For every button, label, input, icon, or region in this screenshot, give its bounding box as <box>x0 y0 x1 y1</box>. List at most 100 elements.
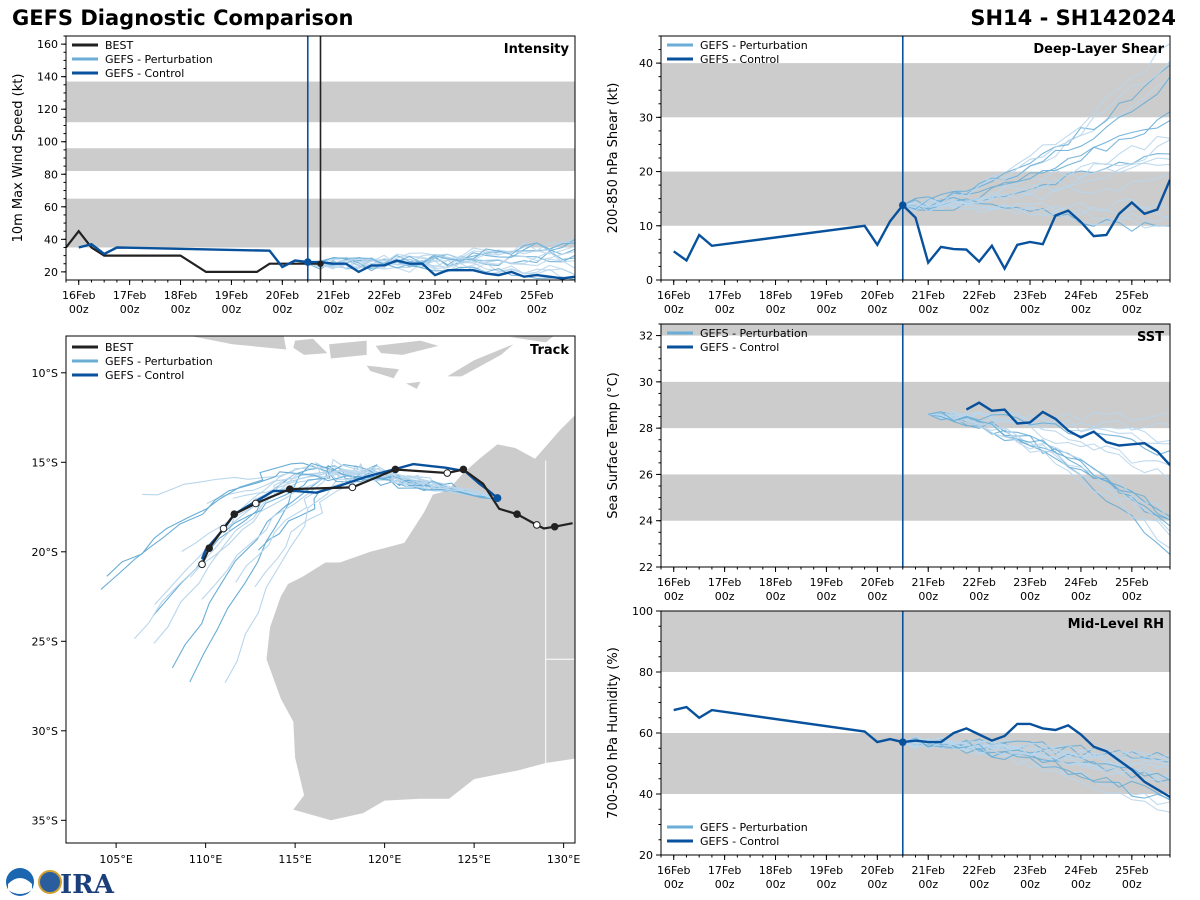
y-tick-label: 60 <box>44 201 58 214</box>
intensity-panel: 2040608010012014016016Feb00z17Feb00z18Fe… <box>11 35 576 316</box>
x-tick-label-hour: 00z <box>918 303 938 316</box>
y-axis-label: 200-850 hPa Shear (kt) <box>606 83 621 234</box>
x-tick-label-day: 19Feb <box>810 289 843 302</box>
x-tick-label-day: 24Feb <box>1064 289 1097 302</box>
x-tick-label-hour: 00z <box>120 303 140 316</box>
x-tick-label-day: 22Feb <box>962 864 995 877</box>
x-tick-label-day: 23Feb <box>1013 289 1046 302</box>
island-6 <box>406 381 421 389</box>
lat-tick-label: 20°S <box>32 546 58 559</box>
x-tick-label-hour: 00z <box>664 590 684 603</box>
x-tick-label-day: 20Feb <box>266 289 299 302</box>
best-track-marker-5 <box>285 485 294 493</box>
best-track-marker-6 <box>348 483 357 492</box>
lon-tick-label: 130°E <box>547 853 580 866</box>
x-tick-label-hour: 00z <box>715 878 735 891</box>
perturbation-member-13 <box>902 740 1170 770</box>
track-map-area <box>100 336 575 821</box>
x-tick-label-day: 20Feb <box>861 289 894 302</box>
y-tick-label: 140 <box>37 71 58 84</box>
x-tick-label-hour: 00z <box>476 303 496 316</box>
perturbation-member-12 <box>928 413 1170 521</box>
control-line <box>673 705 1170 799</box>
x-tick-label-hour: 00z <box>1020 878 1040 891</box>
y-tick-label: 20 <box>44 266 58 279</box>
legend-label-control: GEFS - Control <box>105 67 184 80</box>
best-init-marker <box>317 260 324 267</box>
x-tick-label-day: 22Feb <box>962 576 995 589</box>
y-tick-label: 40 <box>639 788 653 801</box>
y-tick-label: 80 <box>639 666 653 679</box>
x-tick-label-day: 17Feb <box>708 289 741 302</box>
y-axis-label: 700-500 hPa Humidity (%) <box>606 647 621 819</box>
y-tick-label: 26 <box>639 468 653 481</box>
track-panel: 105°E 110°E 115°E 120°E 125°E 130°E 10°S 15°S 20… <box>32 335 580 866</box>
x-tick-label-day: 25Feb <box>1115 864 1148 877</box>
x-tick-label-hour: 00z <box>867 878 887 891</box>
cira-logo: IRA <box>6 868 115 900</box>
perturbation-track-9 <box>106 462 498 577</box>
plot-area <box>661 324 1170 555</box>
island-2 <box>329 340 367 359</box>
panel-title: Mid-Level RH <box>1068 617 1164 632</box>
y-tick-label: 22 <box>639 561 653 574</box>
x-tick-label-day: 18Feb <box>759 289 792 302</box>
perturbation-member-10 <box>928 413 1170 536</box>
climatology-band-1 <box>661 611 1170 672</box>
perturbation-track-10 <box>254 465 498 588</box>
climatology-band-0 <box>661 474 1170 521</box>
x-tick-label-hour: 00z <box>222 303 242 316</box>
perturbation-member-13 <box>307 240 575 270</box>
y-tick-label: 100 <box>37 136 58 149</box>
best-track-marker-1 <box>205 544 213 553</box>
y-tick-label: 40 <box>639 57 653 70</box>
y-tick-label: 40 <box>44 233 58 246</box>
x-tick-label-day: 24Feb <box>469 289 502 302</box>
perturbation-member-3 <box>902 202 1170 232</box>
legend-label-control: GEFS - Control <box>700 835 779 848</box>
x-tick-label-day: 16Feb <box>62 289 95 302</box>
control-line <box>672 179 1170 272</box>
perturbation-member-8 <box>928 413 1170 523</box>
perturbation-member-17 <box>902 60 1170 209</box>
y-axis-label: Sea Surface Temp (°C) <box>606 372 621 519</box>
x-tick-label-day: 19Feb <box>810 576 843 589</box>
perturbation-member-9 <box>902 738 1170 781</box>
x-tick-label-day: 22Feb <box>367 289 400 302</box>
best-track-marker-4 <box>251 499 260 508</box>
x-tick-label-day: 21Feb <box>911 864 944 877</box>
perturbation-track-16 <box>201 458 498 600</box>
x-tick-label-hour: 00z <box>715 590 735 603</box>
best-track-marker-3 <box>230 510 239 519</box>
lat-tick-label: 15°S <box>32 456 58 469</box>
lon-tick-label: 110°E <box>189 853 222 866</box>
x-tick-label-hour: 00z <box>425 303 445 316</box>
legend-label-pert: GEFS - Perturbation <box>105 53 213 66</box>
x-tick-label-hour: 00z <box>171 303 191 316</box>
x-tick-label-hour: 00z <box>69 303 89 316</box>
track-legend-label-control: GEFS - Control <box>105 369 184 382</box>
y-tick-label: 24 <box>639 515 653 528</box>
legend-label-pert: GEFS - Perturbation <box>700 327 808 340</box>
x-tick-label-hour: 00z <box>969 878 989 891</box>
y-tick-label: 80 <box>44 168 58 181</box>
y-tick-label: 160 <box>37 38 58 51</box>
x-tick-label-day: 18Feb <box>759 576 792 589</box>
lat-tick-label: 10°S <box>32 367 58 380</box>
lon-tick-label: 115°E <box>278 853 311 866</box>
x-tick-label-hour: 00z <box>1020 590 1040 603</box>
lon-tick-label: 105°E <box>99 853 132 866</box>
y-tick-label: 10 <box>639 220 653 233</box>
x-tick-label-hour: 00z <box>527 303 547 316</box>
control-line <box>965 401 1170 467</box>
best-track-marker-7 <box>391 465 400 474</box>
island-1 <box>293 338 328 355</box>
best-track-marker-13 <box>532 521 541 529</box>
x-tick-label-day: 25Feb <box>1115 576 1148 589</box>
x-tick-label-hour: 00z <box>867 303 887 316</box>
perturbation-member-9 <box>902 153 1170 210</box>
plot-area <box>661 43 1170 272</box>
best-track-marker-12 <box>513 510 521 519</box>
perturbation-member-14 <box>902 172 1170 212</box>
x-tick-label-hour: 00z <box>715 303 735 316</box>
